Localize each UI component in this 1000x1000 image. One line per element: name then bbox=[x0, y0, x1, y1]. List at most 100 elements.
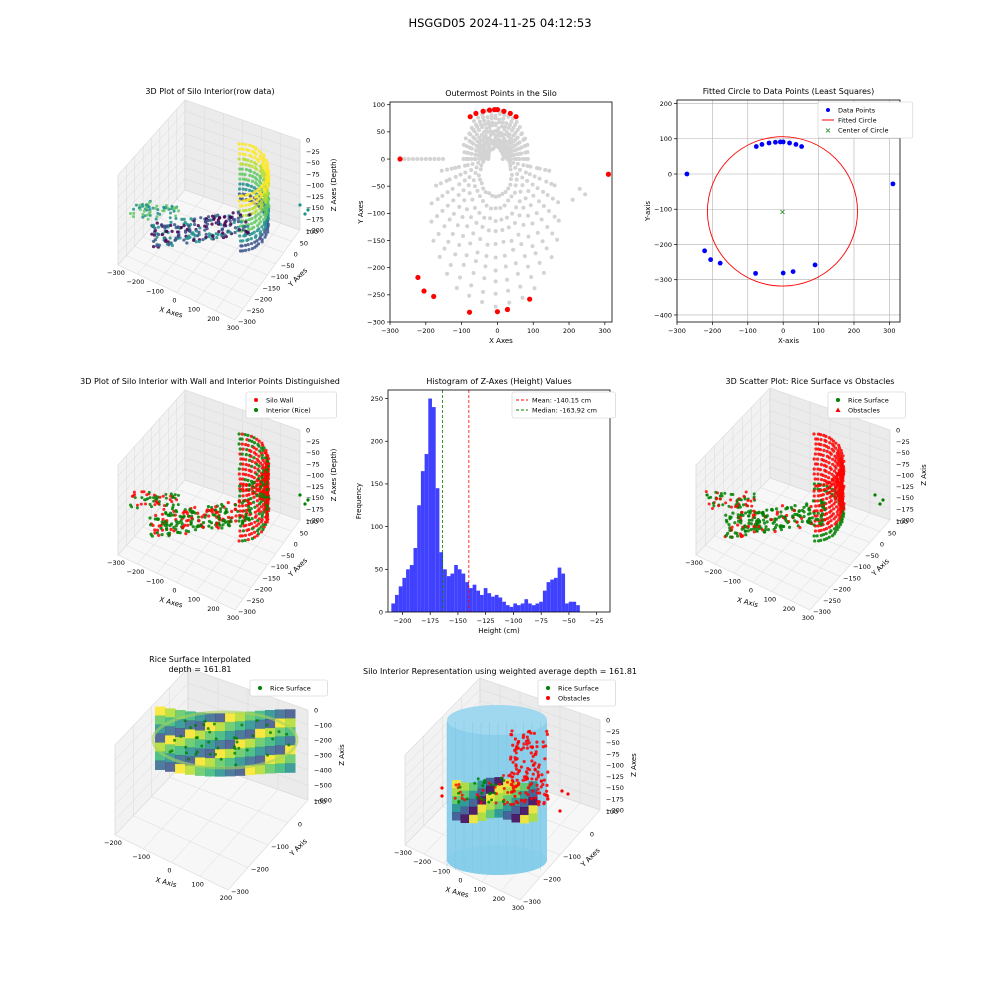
rice-point bbox=[133, 496, 137, 500]
surface-patch bbox=[155, 706, 166, 716]
silo-point bbox=[182, 238, 186, 242]
rice-point bbox=[793, 503, 797, 508]
surface-patch bbox=[285, 745, 296, 755]
wall-point bbox=[135, 503, 139, 507]
rice-point bbox=[255, 462, 259, 466]
rice-point bbox=[246, 478, 250, 482]
y-tick-label: −150 bbox=[262, 574, 280, 582]
chart-title: 3D Scatter Plot: Rice Surface vs Obstacl… bbox=[726, 377, 895, 386]
rice-point bbox=[736, 519, 741, 523]
rice-point bbox=[479, 796, 483, 800]
rice-point bbox=[766, 528, 771, 532]
rice-point bbox=[741, 503, 745, 507]
rice-point bbox=[838, 523, 843, 527]
rice-point bbox=[174, 519, 179, 524]
wall-point bbox=[238, 513, 242, 518]
interior-point bbox=[515, 135, 520, 140]
interior-point bbox=[545, 193, 550, 198]
wall-point bbox=[172, 529, 176, 533]
wall-point bbox=[839, 468, 843, 472]
surface-patch bbox=[155, 742, 166, 752]
interior-point bbox=[469, 167, 474, 172]
interior-point bbox=[473, 152, 478, 157]
rice-point bbox=[815, 534, 819, 538]
rice-point bbox=[180, 522, 184, 526]
surface-patch bbox=[528, 789, 538, 798]
rice-point bbox=[252, 456, 256, 460]
interior-point bbox=[440, 157, 445, 162]
x-tick-label: 300 bbox=[883, 327, 895, 335]
obstacle-point bbox=[545, 783, 549, 787]
rice-point bbox=[166, 532, 170, 536]
wall-point bbox=[740, 510, 744, 514]
rice-point bbox=[257, 512, 261, 516]
silo-point bbox=[266, 166, 270, 171]
obstacle-point bbox=[539, 785, 543, 789]
wall-point bbox=[256, 459, 261, 463]
histogram-bar bbox=[443, 569, 447, 612]
wall-point bbox=[205, 508, 209, 512]
interior-point bbox=[483, 264, 488, 269]
obstacle-point bbox=[529, 796, 534, 801]
interior-point bbox=[423, 157, 428, 162]
rice-point bbox=[475, 796, 479, 800]
grid-y bbox=[705, 545, 821, 599]
surface-patch bbox=[165, 735, 176, 745]
interior-point bbox=[552, 214, 557, 219]
rice-point bbox=[255, 472, 259, 476]
silo-point bbox=[262, 161, 266, 165]
surface-patch bbox=[494, 801, 504, 810]
surface-patch bbox=[520, 814, 529, 824]
rice-point bbox=[493, 791, 497, 795]
legend-label: Mean: -140.15 cm bbox=[532, 397, 591, 405]
rice-point bbox=[250, 526, 254, 531]
interior-point bbox=[465, 224, 470, 229]
obstacle-point bbox=[523, 798, 527, 802]
grid-z-back bbox=[184, 167, 301, 208]
y-tick-label: 100 bbox=[314, 798, 326, 806]
obstacle-point bbox=[519, 765, 523, 769]
x-axis-label: X Axes bbox=[159, 596, 184, 610]
wall-point bbox=[724, 501, 728, 505]
wall-point bbox=[265, 518, 269, 522]
rice-point bbox=[265, 488, 269, 492]
wall-point bbox=[800, 516, 804, 520]
rice-point bbox=[244, 517, 248, 521]
y-tick-label: −400 bbox=[654, 311, 672, 319]
z-tick-label: −150 bbox=[306, 494, 324, 502]
silo-point bbox=[249, 159, 253, 164]
obstacle-point bbox=[525, 735, 529, 739]
wall-point bbox=[795, 520, 799, 524]
outlier-point bbox=[303, 212, 307, 216]
interior-point bbox=[457, 204, 462, 209]
silo-point bbox=[244, 220, 248, 224]
interior-point bbox=[504, 121, 509, 126]
wall-point bbox=[839, 488, 844, 492]
interior-point bbox=[497, 117, 502, 122]
rice-point bbox=[764, 525, 768, 529]
wall-point bbox=[252, 446, 256, 450]
rice-point bbox=[779, 527, 784, 532]
rice-point bbox=[171, 494, 175, 498]
wall-point bbox=[253, 510, 257, 514]
interior-point bbox=[477, 210, 482, 215]
interior-point bbox=[487, 191, 492, 196]
wall-point bbox=[746, 504, 750, 508]
silo-point bbox=[232, 220, 236, 225]
interior-point bbox=[466, 183, 471, 188]
interior-point bbox=[477, 135, 482, 140]
wall-point bbox=[840, 456, 844, 461]
rice-point bbox=[258, 502, 262, 506]
interior-point bbox=[500, 228, 505, 233]
obstacle-point bbox=[529, 745, 533, 749]
interior-point bbox=[481, 159, 486, 164]
rice-point bbox=[233, 751, 237, 755]
rice-point bbox=[747, 521, 751, 526]
interior-point bbox=[435, 197, 440, 202]
silo-point bbox=[246, 158, 250, 162]
wall-point bbox=[245, 493, 249, 497]
rice-point bbox=[490, 798, 494, 802]
surface-patch bbox=[205, 721, 216, 732]
wall-point bbox=[739, 534, 743, 538]
silo-point bbox=[197, 230, 201, 234]
